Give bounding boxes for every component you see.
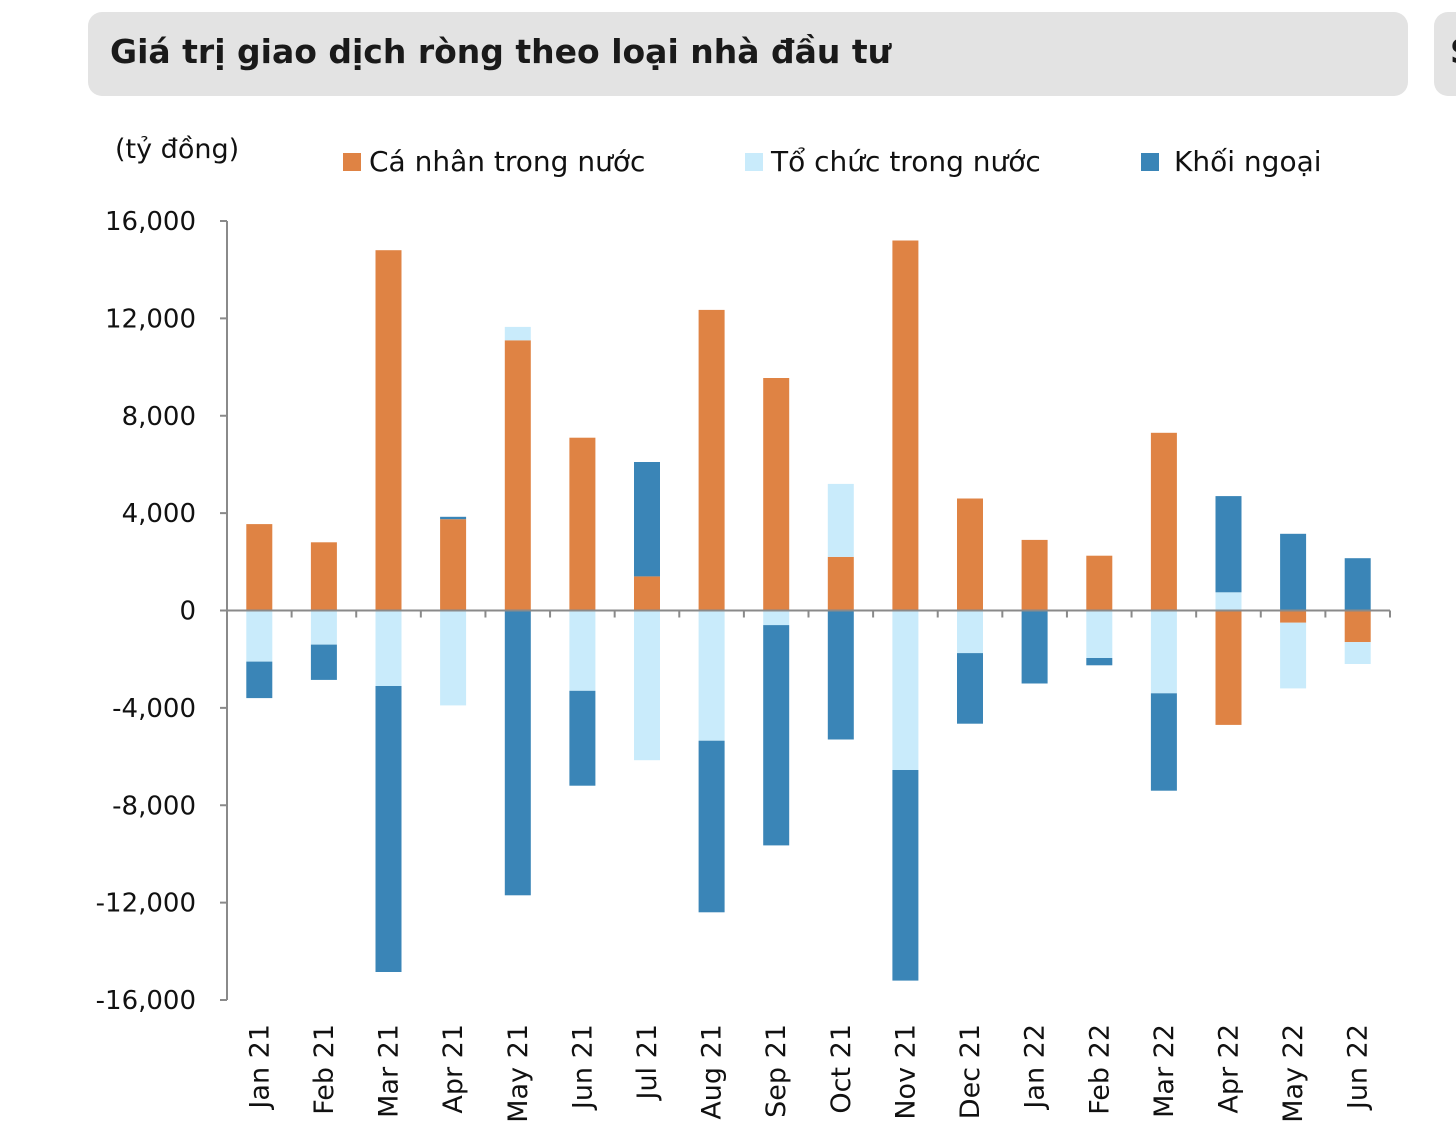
x-tick-label: May 21 [503, 1024, 534, 1123]
bar-ca-nhan-trong-nuoc-apr-21 [440, 519, 467, 611]
x-tick-label: Mar 21 [374, 1024, 405, 1118]
bar-to-chuc-trong-nuoc-may-21 [504, 326, 531, 341]
bar-khoi-ngoai-jan-22 [1021, 610, 1048, 684]
bar-ca-nhan-trong-nuoc-jun-21 [569, 437, 596, 611]
bar-to-chuc-trong-nuoc-jun-22 [1344, 642, 1371, 664]
bar-khoi-ngoai-sep-21 [763, 625, 790, 846]
bar-to-chuc-trong-nuoc-apr-21 [440, 610, 467, 706]
bar-to-chuc-trong-nuoc-sep-21 [763, 610, 790, 626]
y-tick-label: -16,000 [96, 986, 196, 1016]
bar-khoi-ngoai-oct-21 [827, 610, 854, 740]
x-tick-label: Mar 22 [1149, 1024, 1180, 1118]
bar-ca-nhan-trong-nuoc-mar-21 [375, 250, 402, 611]
chart-title: Giá trị giao dịch ròng theo loại nhà đầu… [110, 32, 892, 71]
bar-ca-nhan-trong-nuoc-jan-21 [246, 524, 273, 611]
bar-ca-nhan-trong-nuoc-oct-21 [827, 556, 854, 611]
x-tick-label: Apr 22 [1214, 1024, 1245, 1114]
bar-to-chuc-trong-nuoc-jan-21 [246, 610, 273, 662]
bar-to-chuc-trong-nuoc-nov-21 [892, 610, 919, 770]
bar-ca-nhan-trong-nuoc-mar-22 [1150, 432, 1177, 611]
x-tick-label: Aug 21 [697, 1024, 728, 1120]
bar-khoi-ngoai-may-22 [1280, 533, 1307, 611]
bar-to-chuc-trong-nuoc-aug-21 [698, 610, 725, 741]
legend: Cá nhân trong nước Tổ chức trong nước Kh… [343, 145, 1322, 178]
bar-ca-nhan-trong-nuoc-aug-21 [698, 309, 725, 611]
y-tick-label: -4,000 [112, 694, 196, 724]
bar-khoi-ngoai-jul-21 [634, 462, 660, 577]
x-tick-label: Jan 21 [244, 1024, 275, 1111]
bar-ca-nhan-trong-nuoc-apr-22 [1215, 610, 1242, 725]
bar-ca-nhan-trong-nuoc-feb-21 [310, 542, 337, 611]
x-tick-label: Sep 21 [761, 1024, 792, 1118]
bar-to-chuc-trong-nuoc-jun-21 [569, 610, 596, 691]
bar-khoi-ngoai-jun-21 [569, 690, 596, 786]
y-tick-label: 4,000 [122, 499, 196, 529]
bar-to-chuc-trong-nuoc-dec-21 [957, 610, 983, 654]
x-tick-label: Apr 21 [438, 1024, 469, 1114]
bar-ca-nhan-trong-nuoc-jun-22 [1344, 610, 1371, 643]
bar-ca-nhan-trong-nuoc-nov-21 [892, 240, 919, 611]
bar-khoi-ngoai-aug-21 [698, 740, 725, 913]
x-tick-label: May 22 [1278, 1024, 1309, 1123]
bar-ca-nhan-trong-nuoc-jan-22 [1021, 539, 1048, 611]
axes-layer: 16,000 12,000 8,000 4,000 0 -4,000 -8,000 -12,0… [96, 207, 1391, 1123]
bar-to-chuc-trong-nuoc-oct-21 [827, 483, 854, 557]
y-tick-label: 12,000 [105, 304, 196, 334]
legend-label-khoi-ngoai: Khối ngoại [1174, 145, 1322, 178]
x-tick-label: Jun 22 [1343, 1024, 1374, 1111]
bar-khoi-ngoai-mar-21 [375, 686, 402, 972]
bar-khoi-ngoai-apr-21 [440, 516, 467, 520]
x-tick-label: Feb 21 [309, 1024, 340, 1115]
bar-to-chuc-trong-nuoc-may-22 [1280, 622, 1307, 689]
bar-khoi-ngoai-jan-21 [246, 661, 273, 699]
bar-khoi-ngoai-feb-21 [310, 644, 337, 680]
bar-to-chuc-trong-nuoc-feb-21 [310, 610, 337, 645]
x-tick-label: Jan 22 [1020, 1024, 1051, 1111]
bars-layer [246, 240, 1371, 981]
bar-khoi-ngoai-may-21 [504, 610, 531, 896]
x-tick-label: Jul 21 [632, 1024, 663, 1102]
x-tick-label: Jun 21 [567, 1024, 598, 1111]
bar-khoi-ngoai-apr-22 [1215, 496, 1242, 593]
bar-ca-nhan-trong-nuoc-feb-22 [1086, 555, 1113, 611]
next-panel-title: S [1450, 32, 1456, 71]
bar-to-chuc-trong-nuoc-mar-21 [375, 610, 402, 686]
y-unit-label: (tỷ đồng) [115, 134, 239, 165]
bar-ca-nhan-trong-nuoc-sep-21 [763, 378, 790, 611]
bar-khoi-ngoai-nov-21 [892, 770, 919, 981]
bar-khoi-ngoai-feb-22 [1086, 658, 1113, 666]
bar-khoi-ngoai-jun-22 [1344, 558, 1371, 611]
y-tick-label: -8,000 [112, 791, 196, 821]
bar-to-chuc-trong-nuoc-mar-22 [1150, 610, 1177, 694]
bar-khoi-ngoai-dec-21 [957, 653, 983, 724]
bar-ca-nhan-trong-nuoc-may-22 [1280, 610, 1307, 623]
y-tick-label: 0 [179, 597, 196, 627]
bar-ca-nhan-trong-nuoc-jul-21 [634, 576, 660, 611]
legend-label-to-chuc: Tổ chức trong nước [770, 145, 1041, 178]
legend-swatch-khoi-ngoai [1141, 153, 1159, 171]
bar-to-chuc-trong-nuoc-feb-22 [1086, 610, 1113, 658]
bar-to-chuc-trong-nuoc-jul-21 [634, 610, 660, 761]
legend-swatch-to-chuc [745, 153, 763, 171]
bar-ca-nhan-trong-nuoc-may-21 [504, 340, 531, 611]
x-tick-label: Oct 21 [826, 1024, 857, 1114]
bar-khoi-ngoai-mar-22 [1150, 693, 1177, 791]
x-tick-label: Feb 22 [1084, 1024, 1115, 1115]
y-tick-label: -12,000 [96, 889, 196, 919]
next-panel-header: S [1434, 12, 1456, 96]
legend-swatch-ca-nhan [343, 153, 361, 171]
y-tick-label: 8,000 [122, 402, 196, 432]
bar-to-chuc-trong-nuoc-apr-22 [1215, 592, 1242, 611]
legend-label-ca-nhan: Cá nhân trong nước [369, 145, 645, 178]
x-tick-label: Nov 21 [890, 1024, 921, 1120]
chart-title-panel: Giá trị giao dịch ròng theo loại nhà đầu… [88, 12, 1408, 96]
x-tick-label: Dec 21 [955, 1024, 986, 1119]
bar-ca-nhan-trong-nuoc-dec-21 [957, 498, 983, 611]
y-tick-label: 16,000 [105, 207, 196, 237]
